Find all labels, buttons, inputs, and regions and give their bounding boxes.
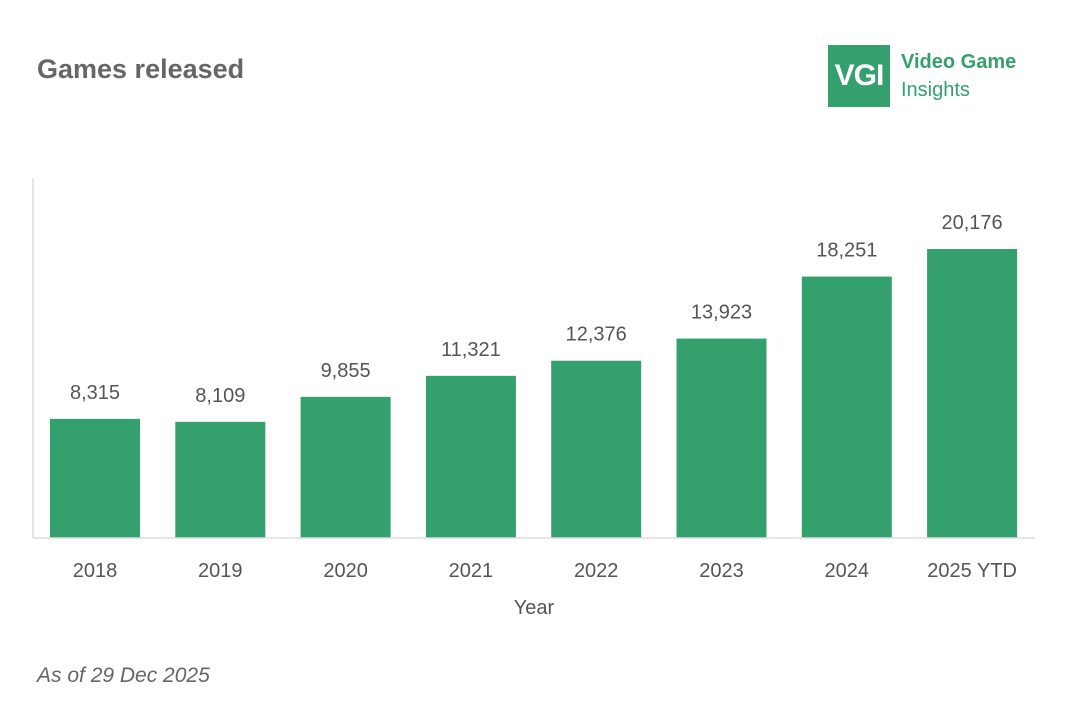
data-label: 20,176 <box>942 212 1003 234</box>
bar-2018 <box>50 418 140 538</box>
data-label: 8,315 <box>70 382 120 404</box>
data-label: 18,251 <box>816 240 877 262</box>
x-tick-label: 2025 YTD <box>927 560 1017 582</box>
data-label: 12,376 <box>566 324 627 346</box>
bar-2020 <box>300 396 391 538</box>
bar-2021 <box>425 375 516 538</box>
x-tick-label: 2020 <box>323 560 368 582</box>
footnote: As of 29 Dec 2025 <box>37 664 210 687</box>
logo-mark: VGI <box>828 45 890 107</box>
data-label: 8,109 <box>195 385 245 407</box>
bar-2022 <box>551 360 642 538</box>
vgi-logo: VGI Video Game Insights <box>828 45 1016 107</box>
bar-2023 <box>676 338 767 538</box>
data-label: 11,321 <box>441 339 501 361</box>
bar-2025-ytd <box>927 249 1018 538</box>
x-tick-label: 2019 <box>198 560 243 582</box>
chart-title: Games released <box>37 54 245 84</box>
x-tick-label: 2024 <box>825 560 870 582</box>
data-label: 9,855 <box>321 360 371 382</box>
x-axis-label: Year <box>514 597 555 619</box>
logo-line1: Video Game <box>901 51 1017 73</box>
bar-2019 <box>175 421 266 538</box>
logo-line2: Insights <box>901 79 970 101</box>
x-tick-label: 2023 <box>699 560 744 582</box>
x-tick-label: 2021 <box>449 560 494 582</box>
x-tick-label: 2018 <box>73 560 118 582</box>
bar-2024 <box>801 276 892 538</box>
data-label: 13,923 <box>691 302 752 324</box>
x-tick-label: 2022 <box>574 560 619 582</box>
